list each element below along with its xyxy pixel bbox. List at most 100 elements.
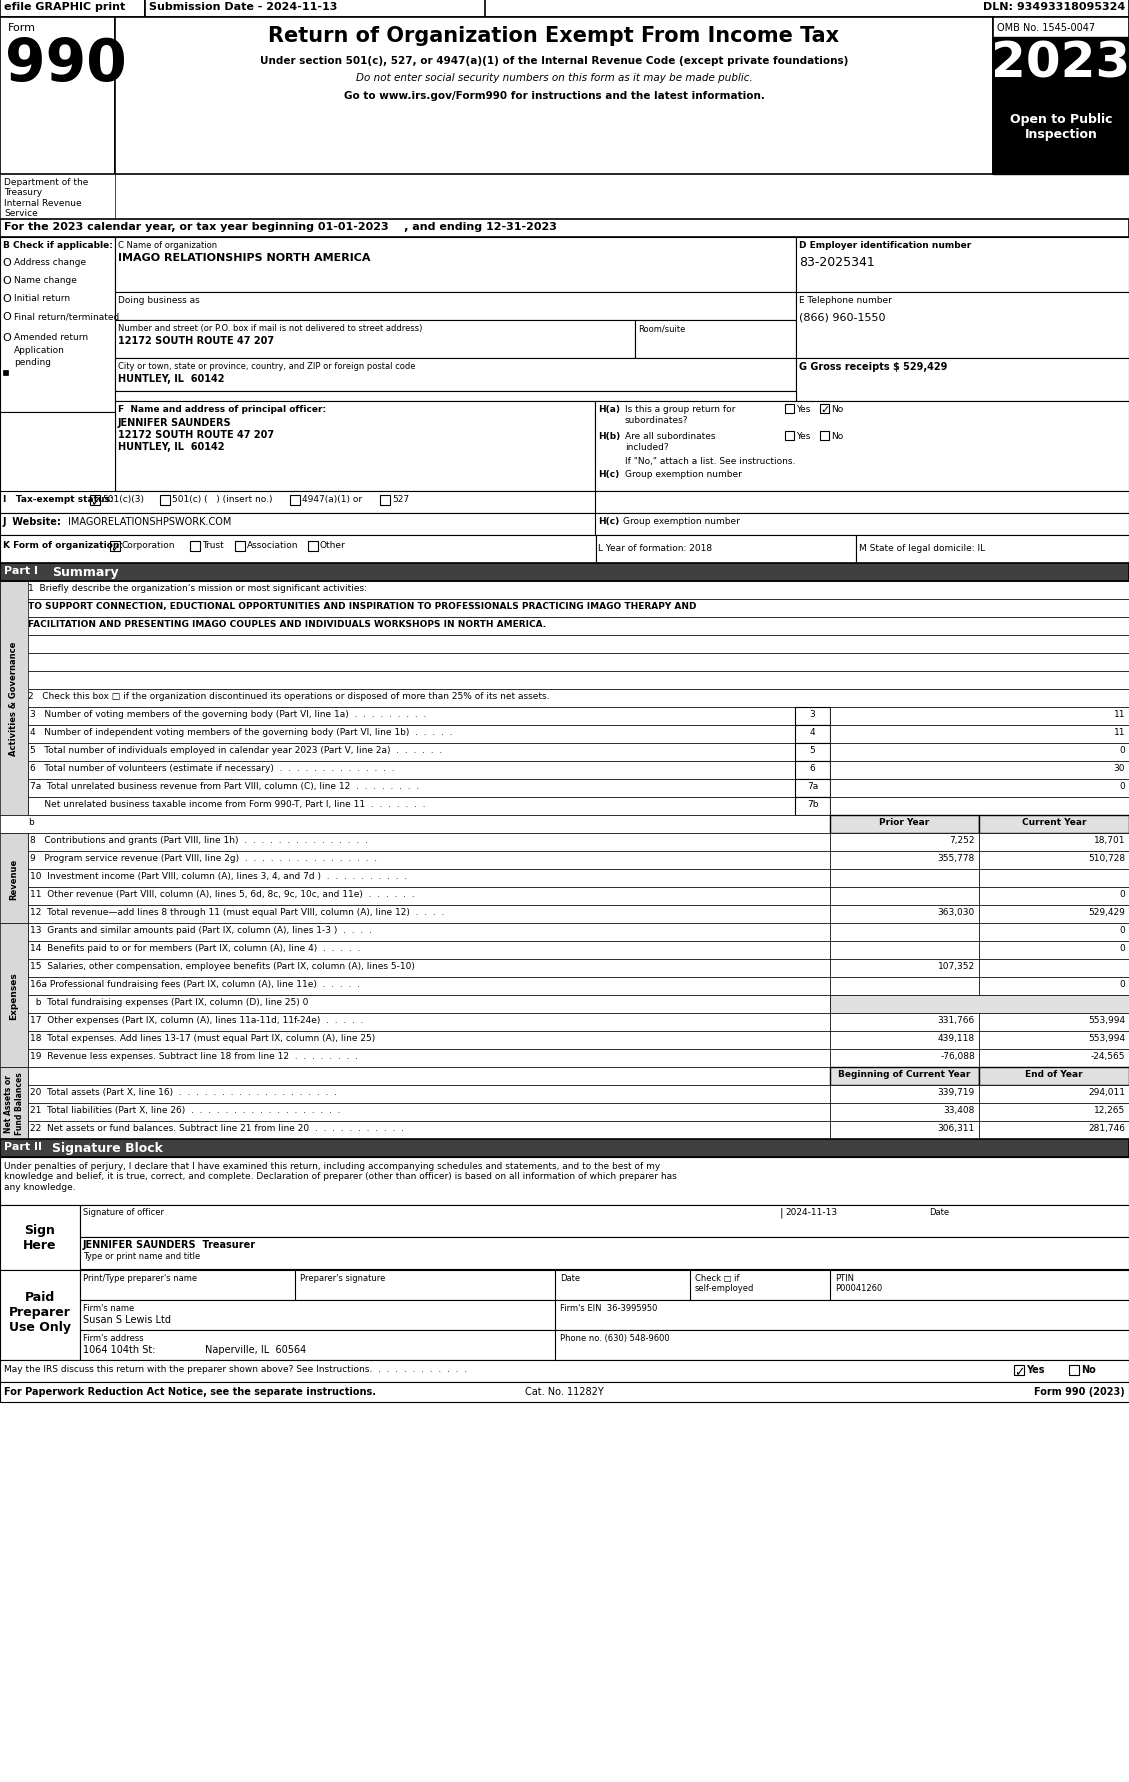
Text: Paid
Preparer
Use Only: Paid Preparer Use Only <box>9 1290 71 1333</box>
Text: O: O <box>2 312 11 323</box>
Bar <box>0 601 1129 618</box>
Bar <box>994 37 1129 110</box>
Text: B Check if applicable:: B Check if applicable: <box>3 241 113 249</box>
Bar <box>28 1032 830 1050</box>
Text: 0: 0 <box>1119 980 1124 989</box>
Bar <box>830 1103 979 1121</box>
Bar <box>0 175 115 219</box>
Text: Activities & Governance: Activities & Governance <box>9 642 18 756</box>
Text: JENNIFER SAUNDERS  Treasurer: JENNIFER SAUNDERS Treasurer <box>84 1238 256 1249</box>
Bar <box>994 110 1129 175</box>
Text: Type or print name and title: Type or print name and title <box>84 1251 200 1260</box>
Bar <box>979 816 1129 834</box>
Text: 0: 0 <box>1119 925 1124 934</box>
Text: 553,994: 553,994 <box>1088 1034 1124 1042</box>
Text: 9   Program service revenue (Part VIII, line 2g)  .  .  .  .  .  .  .  .  .  .  : 9 Program service revenue (Part VIII, li… <box>30 854 377 862</box>
Bar <box>596 536 856 563</box>
Bar <box>795 798 830 816</box>
Bar <box>28 887 830 905</box>
Text: Doing business as: Doing business as <box>119 296 200 305</box>
Text: IMAGO RELATIONSHIPS NORTH AMERICA: IMAGO RELATIONSHIPS NORTH AMERICA <box>119 253 370 264</box>
Text: Net Assets or
Fund Balances: Net Assets or Fund Balances <box>5 1073 24 1135</box>
Text: 8   Contributions and grants (Part VIII, line 1h)  .  .  .  .  .  .  .  .  .  . : 8 Contributions and grants (Part VIII, l… <box>30 836 368 845</box>
Text: 11: 11 <box>1113 709 1124 718</box>
Text: Open to Public
Inspection: Open to Public Inspection <box>1009 112 1112 141</box>
Text: 0: 0 <box>1119 943 1124 952</box>
Bar <box>830 743 1129 761</box>
Bar <box>830 1050 979 1067</box>
Text: Preparer's signature: Preparer's signature <box>300 1274 385 1283</box>
Bar <box>0 581 1129 601</box>
Text: JENNIFER SAUNDERS: JENNIFER SAUNDERS <box>119 417 231 428</box>
Bar <box>0 581 28 816</box>
Text: Group exemption number: Group exemption number <box>625 470 742 479</box>
Text: 17  Other expenses (Part IX, column (A), lines 11a-11d, 11f-24e)  .  .  .  .  .: 17 Other expenses (Part IX, column (A), … <box>30 1016 364 1025</box>
Text: E Telephone number: E Telephone number <box>799 296 892 305</box>
Text: Do not enter social security numbers on this form as it may be made public.: Do not enter social security numbers on … <box>356 73 752 84</box>
Text: 990: 990 <box>5 36 126 93</box>
Bar <box>830 959 979 978</box>
Text: Susan S Lewis Ltd: Susan S Lewis Ltd <box>84 1315 170 1324</box>
Bar <box>28 779 795 798</box>
Bar <box>0 1157 1129 1205</box>
Text: 0: 0 <box>1119 782 1124 791</box>
Text: Under section 501(c), 527, or 4947(a)(1) of the Internal Revenue Code (except pr: Under section 501(c), 527, or 4947(a)(1)… <box>260 55 848 66</box>
Text: 13  Grants and similar amounts paid (Part IX, column (A), lines 1-3 )  .  .  .  : 13 Grants and similar amounts paid (Part… <box>30 925 371 934</box>
Text: G Gross receipts $ 529,429: G Gross receipts $ 529,429 <box>799 362 947 372</box>
Bar <box>145 0 485 18</box>
Bar <box>795 707 830 725</box>
Text: C Name of organization: C Name of organization <box>119 241 217 249</box>
Text: 14  Benefits paid to or for members (Part IX, column (A), line 4)  .  .  .  .  .: 14 Benefits paid to or for members (Part… <box>30 943 360 952</box>
Text: H(c): H(c) <box>598 517 619 526</box>
Bar <box>0 18 115 175</box>
Bar <box>0 536 596 563</box>
Text: 18  Total expenses. Add lines 13-17 (must equal Part IX, column (A), line 25): 18 Total expenses. Add lines 13-17 (must… <box>30 1034 375 1042</box>
Bar <box>856 536 1129 563</box>
Text: 529,429: 529,429 <box>1088 907 1124 916</box>
Text: O: O <box>2 333 11 342</box>
Bar <box>28 978 830 996</box>
Bar <box>979 870 1129 887</box>
Text: HUNTLEY, IL  60142: HUNTLEY, IL 60142 <box>119 442 225 453</box>
Text: 19  Revenue less expenses. Subtract line 18 from line 12  .  .  .  .  .  .  .  .: 19 Revenue less expenses. Subtract line … <box>30 1051 358 1060</box>
Text: 20  Total assets (Part X, line 16)  .  .  .  .  .  .  .  .  .  .  .  .  .  .  . : 20 Total assets (Part X, line 16) . . . … <box>30 1087 336 1096</box>
Text: 3   Number of voting members of the governing body (Part VI, line 1a)  .  .  .  : 3 Number of voting members of the govern… <box>30 709 427 718</box>
Text: 107,352: 107,352 <box>938 962 975 971</box>
Text: Is this a group return for: Is this a group return for <box>625 405 735 413</box>
Bar <box>28 941 830 959</box>
Text: No: No <box>831 405 843 413</box>
Bar <box>595 513 1129 536</box>
Bar <box>0 0 145 18</box>
Text: TO SUPPORT CONNECTION, EDUCTIONAL OPPORTUNITIES AND INSPIRATION TO PROFESSIONALS: TO SUPPORT CONNECTION, EDUCTIONAL OPPORT… <box>28 602 697 611</box>
Text: Firm's address: Firm's address <box>84 1333 143 1342</box>
Bar <box>0 618 1129 636</box>
Text: Yes: Yes <box>796 405 811 413</box>
Text: Go to www.irs.gov/Form990 for instructions and the latest information.: Go to www.irs.gov/Form990 for instructio… <box>343 91 764 102</box>
Bar <box>830 1032 979 1050</box>
Bar <box>115 237 796 292</box>
Text: Name change: Name change <box>14 276 77 285</box>
Text: Net unrelated business taxable income from Form 990-T, Part I, line 11  .  .  . : Net unrelated business taxable income fr… <box>30 800 426 809</box>
Bar <box>830 852 979 870</box>
Text: OMB No. 1545-0047: OMB No. 1545-0047 <box>997 23 1095 34</box>
Bar <box>979 1014 1129 1032</box>
Text: Signature of officer: Signature of officer <box>84 1208 164 1217</box>
Bar <box>634 321 796 358</box>
Text: 10  Investment income (Part VIII, column (A), lines 3, 4, and 7d )  .  .  .  .  : 10 Investment income (Part VIII, column … <box>30 871 408 880</box>
Text: Prior Year: Prior Year <box>879 818 929 827</box>
Bar <box>830 905 979 923</box>
Bar <box>28 905 830 923</box>
Text: F  Name and address of principal officer:: F Name and address of principal officer: <box>119 405 326 413</box>
Bar <box>979 1050 1129 1067</box>
Text: 4947(a)(1) or: 4947(a)(1) or <box>301 495 362 504</box>
Bar <box>0 219 1129 237</box>
Text: Room/suite: Room/suite <box>638 324 685 333</box>
Bar <box>28 725 795 743</box>
Text: 6   Total number of volunteers (estimate if necessary)  .  .  .  .  .  .  .  .  : 6 Total number of volunteers (estimate i… <box>30 763 395 773</box>
Bar <box>28 1050 830 1067</box>
Text: 1  Briefly describe the organization’s mission or most significant activities:: 1 Briefly describe the organization’s mi… <box>28 584 367 593</box>
Bar <box>830 1014 979 1032</box>
Text: ✓: ✓ <box>821 405 830 415</box>
Bar <box>28 834 830 852</box>
Text: PTIN
P00041260: PTIN P00041260 <box>835 1274 882 1292</box>
